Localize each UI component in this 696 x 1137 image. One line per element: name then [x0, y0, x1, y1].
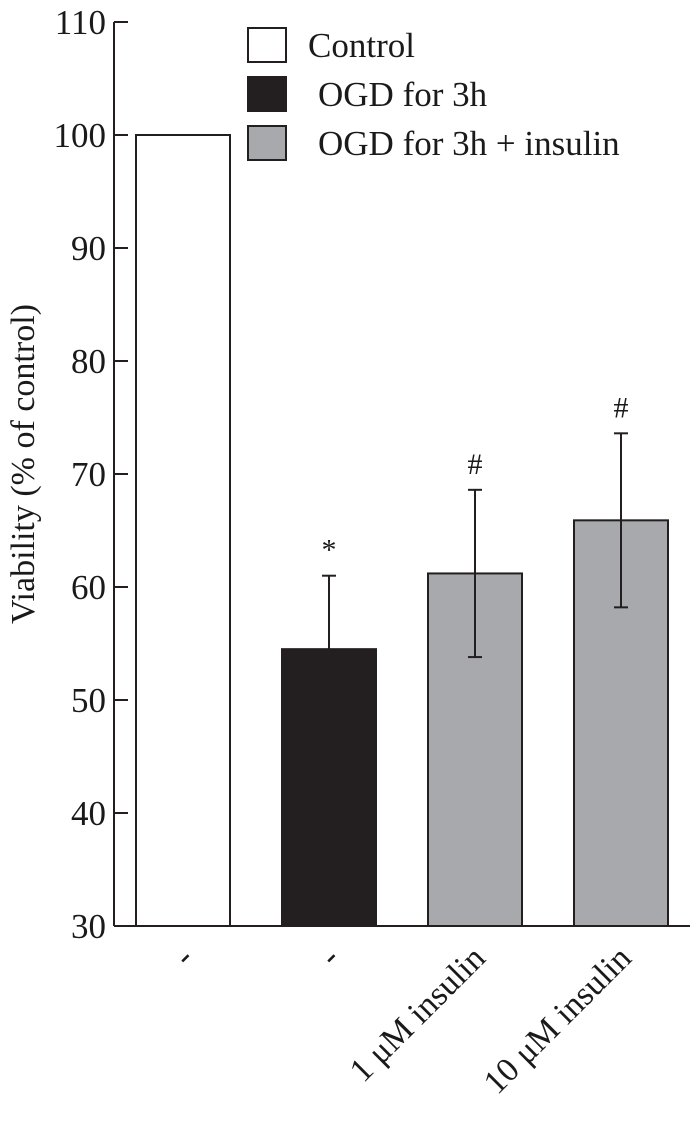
y-tick-label: 50	[71, 681, 106, 720]
y-tick-label: 30	[71, 907, 106, 946]
significance-annotation: #	[614, 391, 629, 424]
y-tick-label: 70	[71, 455, 106, 494]
y-ticks: 30 40 50 60 70 80 90 100 110	[54, 3, 128, 946]
category-label: -	[166, 939, 200, 973]
y-tick-label: 60	[71, 568, 106, 607]
category-label: 10 μM insulin	[477, 939, 639, 1101]
legend-label: OGD for 3h	[318, 75, 488, 114]
legend-label: OGD for 3h + insulin	[318, 124, 620, 163]
bar	[135, 134, 231, 927]
legend-swatch	[247, 125, 287, 161]
significance-annotation: *	[322, 534, 337, 567]
y-tick-label: 80	[71, 342, 106, 381]
axes: 30 40 50 60 70 80 90 100 110	[54, 3, 690, 946]
legend-label: Control	[308, 26, 415, 65]
y-tick-label: 110	[55, 3, 106, 42]
error-bars	[322, 432, 628, 724]
significance-annotation: #	[468, 448, 483, 481]
y-tick-label: 100	[54, 116, 107, 155]
y-tick-label: 90	[71, 229, 106, 268]
bars	[135, 134, 669, 928]
legend-swatch	[247, 27, 287, 63]
legend: Control OGD for 3h OGD for 3h + insulin	[247, 26, 620, 163]
annotations: * # #	[322, 391, 629, 566]
legend-swatch	[247, 76, 287, 112]
y-tick-label: 40	[71, 794, 106, 833]
category-label: -	[312, 939, 346, 973]
y-axis-label: Viability (% of control)	[5, 304, 42, 624]
category-label: 1 μM insulin	[343, 939, 493, 1089]
